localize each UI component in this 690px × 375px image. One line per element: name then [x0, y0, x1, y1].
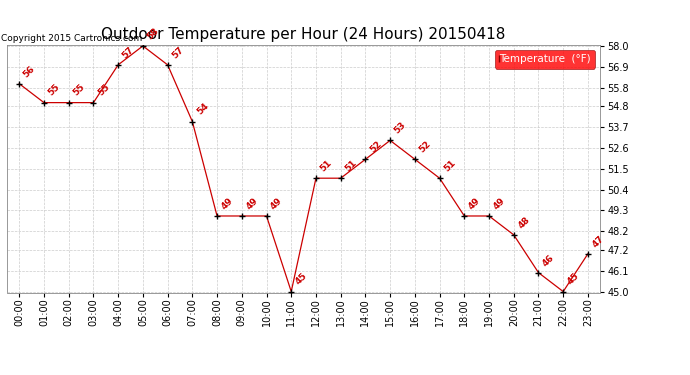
Text: 55: 55	[71, 83, 86, 98]
Text: 49: 49	[244, 196, 259, 211]
Text: 52: 52	[417, 140, 433, 154]
Text: 55: 55	[46, 83, 61, 98]
Text: 51: 51	[318, 158, 334, 174]
Legend: Temperature  (°F): Temperature (°F)	[495, 50, 595, 69]
Text: 49: 49	[269, 196, 284, 211]
Text: 53: 53	[393, 120, 408, 136]
Text: Copyright 2015 Cartronics.com: Copyright 2015 Cartronics.com	[1, 33, 142, 42]
Text: 48: 48	[516, 215, 531, 230]
Text: 56: 56	[22, 64, 37, 79]
Text: 52: 52	[368, 140, 383, 154]
Text: 47: 47	[591, 234, 606, 249]
Text: 55: 55	[96, 83, 111, 98]
Text: 45: 45	[294, 272, 309, 287]
Text: 57: 57	[121, 45, 136, 60]
Text: 45: 45	[566, 272, 581, 287]
Text: 57: 57	[170, 45, 186, 60]
Text: 51: 51	[442, 158, 457, 174]
Text: 46: 46	[541, 253, 556, 268]
Text: 58: 58	[146, 26, 161, 41]
Text: 54: 54	[195, 102, 210, 117]
Title: Outdoor Temperature per Hour (24 Hours) 20150418: Outdoor Temperature per Hour (24 Hours) …	[101, 27, 506, 42]
Text: 51: 51	[343, 158, 358, 174]
Text: 49: 49	[491, 196, 507, 211]
Text: 49: 49	[466, 196, 482, 211]
Text: 49: 49	[219, 196, 235, 211]
